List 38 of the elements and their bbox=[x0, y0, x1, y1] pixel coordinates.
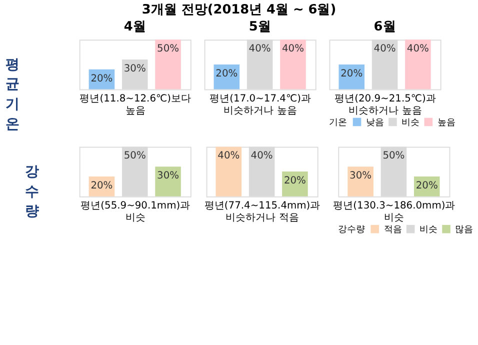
data-label: 20% bbox=[90, 73, 113, 84]
y-axis-title: 강수량 bbox=[25, 164, 40, 220]
chart-title: 6월 bbox=[374, 20, 396, 35]
legend-label: 낮음 bbox=[366, 118, 384, 128]
data-label: 20% bbox=[340, 68, 363, 80]
data-label: 50% bbox=[124, 150, 146, 162]
x-axis-title: 평년(77.4~115.4mm)과 비슷하거나 적음 bbox=[204, 200, 320, 224]
data-label: 40% bbox=[374, 44, 396, 55]
data-label: 40% bbox=[406, 44, 429, 55]
x-axis-title: 평년(55.9~90.1mm)과 비슷 bbox=[80, 200, 190, 224]
chart-title: 5월 bbox=[248, 20, 271, 35]
text: 3개월 전망(2018년 4월 ~ 6월) bbox=[142, 2, 336, 18]
data-label: 40% bbox=[250, 150, 273, 162]
data-label: 30% bbox=[157, 170, 180, 182]
data-label: 40% bbox=[248, 44, 271, 55]
data-label: 40% bbox=[218, 150, 240, 162]
y-axis-title: 평균기온 bbox=[5, 56, 20, 132]
legend-title: 기온 bbox=[329, 118, 348, 128]
data-label: 30% bbox=[124, 63, 146, 74]
chart-title: 4월 bbox=[124, 20, 146, 35]
data-label: 50% bbox=[382, 150, 405, 162]
legend-label: 높음 bbox=[437, 118, 456, 128]
x-axis-title: 평년(17.0~17.4℃)과 비슷하거나 높음 bbox=[210, 94, 311, 117]
data-label: 20% bbox=[416, 180, 438, 192]
legend-label: 많음 bbox=[455, 225, 474, 236]
legend-label: 비슷 bbox=[402, 118, 420, 128]
data-label: 30% bbox=[350, 170, 372, 182]
data-label: 50% bbox=[157, 44, 180, 55]
legend-label: 적음 bbox=[384, 225, 402, 236]
data-label: 20% bbox=[216, 68, 238, 80]
data-label: 20% bbox=[90, 180, 113, 192]
data-label: 40% bbox=[282, 44, 304, 55]
x-axis-title: 평년(130.3~186.0mm)과 비슷 bbox=[333, 200, 456, 224]
data-label: 20% bbox=[284, 175, 306, 186]
legend-label: 비슷 bbox=[419, 225, 438, 236]
x-axis-title: 평년(11.8~12.6℃)보다 높음 bbox=[80, 94, 192, 117]
legend-title: 강수량 bbox=[338, 225, 366, 236]
x-axis-title: 평년(20.9~21.5℃)과 비슷하거나 높음 bbox=[334, 94, 436, 117]
